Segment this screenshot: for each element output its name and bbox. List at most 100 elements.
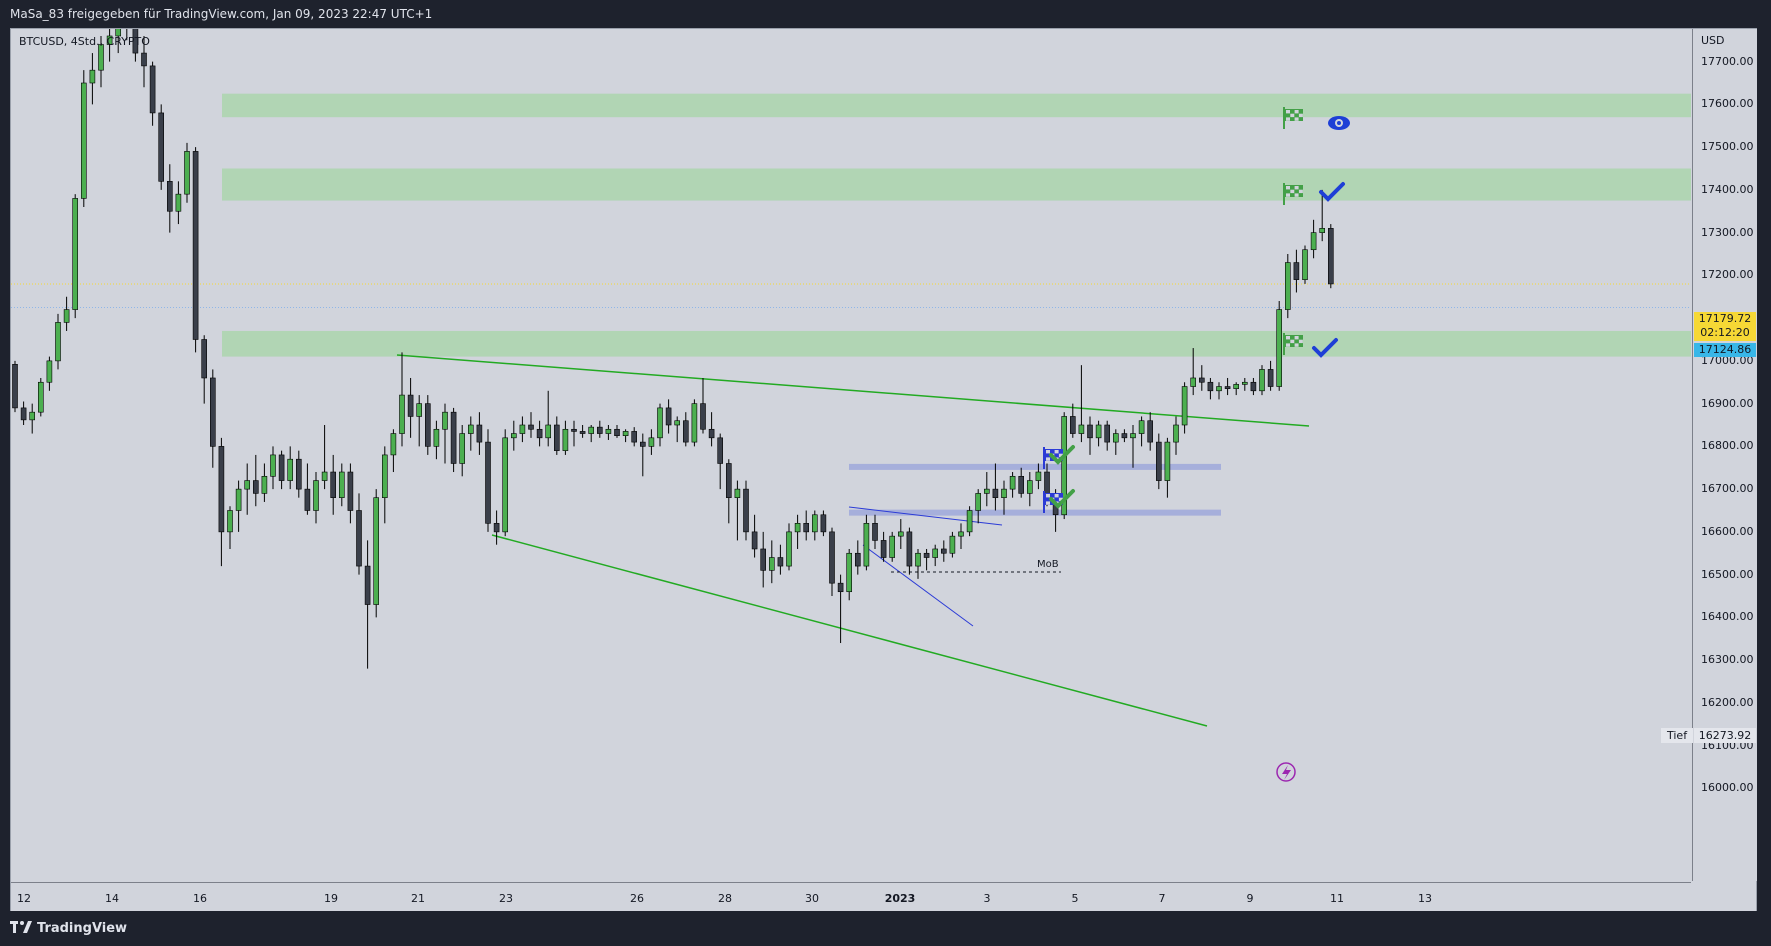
- currency-label: USD: [1701, 34, 1725, 47]
- time-tick-label: 7: [1158, 892, 1166, 905]
- candle-body: [674, 420, 681, 426]
- candle-body: [141, 52, 147, 67]
- candle-body: [863, 523, 870, 567]
- candle-body: [992, 488, 999, 498]
- candle-body: [321, 471, 328, 481]
- time-tick-label: 21: [411, 892, 425, 905]
- time-scale[interactable]: 12 14 16 19 21 23 26 28 30 2023 3 5 7 9 11 13: [11, 882, 1691, 912]
- bar-countdown: 02:12:20: [1700, 326, 1750, 339]
- time-tick-label: 2023: [884, 892, 916, 905]
- chart-frame[interactable]: MoB BTCUSD, 4Std., CRYPTO USD 17700.00 17…: [10, 28, 1757, 912]
- price-tick-label: 16800.00: [1701, 439, 1754, 453]
- candle-body: [450, 411, 457, 464]
- blue-trend-line: [848, 506, 1003, 526]
- candle-body: [1250, 381, 1257, 392]
- candle-body: [880, 540, 887, 558]
- candle-body: [390, 433, 397, 456]
- candle-body: [407, 394, 414, 417]
- time-tick-label: 3: [983, 892, 991, 905]
- candle-body: [20, 407, 27, 421]
- candle-body: [12, 363, 18, 409]
- candle-body: [261, 475, 268, 494]
- candle-body: [98, 44, 104, 71]
- candle-body: [1319, 228, 1325, 233]
- symbol-legend[interactable]: BTCUSD, 4Std., CRYPTO: [19, 35, 150, 48]
- candle-body: [210, 377, 216, 447]
- candle-body: [1224, 386, 1231, 389]
- flag-check: [1058, 453, 1063, 458]
- flag-check: [1294, 336, 1299, 340]
- candle-body: [579, 431, 586, 434]
- flag-check: [1046, 457, 1050, 461]
- flag-check: [1298, 189, 1303, 194]
- flag-check: [1054, 494, 1059, 498]
- candle-body: [253, 480, 259, 494]
- candlestick-chart[interactable]: MoB: [11, 29, 1691, 881]
- candle-body: [1216, 386, 1222, 392]
- candle-body: [1156, 441, 1162, 481]
- candle-body: [786, 531, 792, 567]
- time-tick-label: 5: [1071, 892, 1079, 905]
- candle-body: [734, 488, 741, 498]
- candle-body: [743, 488, 749, 533]
- price-tick-label: 17300.00: [1701, 225, 1754, 239]
- candle-body: [562, 428, 569, 451]
- candle-body: [829, 531, 835, 584]
- flag-check: [1286, 343, 1290, 347]
- supply-zone: [222, 330, 1691, 357]
- candle-body: [338, 471, 345, 498]
- flag-check: [1294, 343, 1299, 347]
- candle-body: [682, 420, 689, 443]
- tradingview-logo[interactable]: TradingView: [10, 921, 127, 936]
- candle-body: [846, 552, 853, 593]
- flag-check: [1290, 189, 1295, 194]
- price-scale[interactable]: USD 17700.00 17600.00 17500.00 17400.00 1730…: [1692, 29, 1757, 881]
- candle-body: [820, 514, 827, 533]
- candle-body: [184, 151, 190, 195]
- candle-body: [622, 431, 629, 436]
- candle-body: [751, 531, 758, 550]
- candle-body: [295, 458, 302, 490]
- price-tick-label: 16900.00: [1701, 396, 1754, 410]
- plot-area[interactable]: MoB BTCUSD, 4Std., CRYPTO: [11, 29, 1691, 881]
- candle-body: [528, 424, 534, 430]
- price-tick-label: 17000.00: [1701, 353, 1754, 367]
- candle-body: [278, 454, 285, 481]
- candle-body: [648, 437, 655, 447]
- candle-body: [1233, 384, 1239, 389]
- blue-level-zone: [849, 463, 1221, 470]
- candle-body: [691, 403, 698, 443]
- time-tick-label: 14: [105, 892, 119, 905]
- checkered-flag-icon: [1283, 107, 1303, 129]
- candle-body: [1293, 262, 1300, 280]
- candle-body: [485, 441, 491, 524]
- time-tick-label: 16: [193, 892, 207, 905]
- flag-check: [1290, 113, 1295, 118]
- candle-body: [975, 493, 982, 511]
- mob-label: MoB: [1037, 559, 1059, 570]
- candle-body: [459, 433, 466, 464]
- flag-check: [1298, 339, 1303, 344]
- candle-body: [571, 428, 577, 432]
- candle-body: [433, 428, 440, 447]
- price-tick-label: 16000.00: [1701, 781, 1754, 795]
- flag-check: [1290, 339, 1295, 344]
- flag-check: [1054, 450, 1059, 454]
- candle-body: [1104, 424, 1110, 443]
- candle-body: [889, 535, 896, 558]
- candle-body: [364, 565, 371, 605]
- time-tick-label: 30: [805, 892, 819, 905]
- flag-check: [1294, 117, 1299, 121]
- candle-body: [1035, 471, 1042, 481]
- trend-line: [491, 534, 1208, 727]
- candle-body: [1121, 433, 1128, 439]
- flag-check: [1286, 117, 1290, 121]
- time-tick-label: 11: [1330, 892, 1344, 905]
- candle-body: [115, 29, 121, 37]
- candle-body: [1018, 475, 1025, 494]
- candle-body: [1164, 441, 1171, 481]
- candle-body: [270, 454, 276, 477]
- candle-body: [717, 437, 724, 464]
- candle-body: [1001, 488, 1007, 498]
- flag-check: [1046, 501, 1050, 505]
